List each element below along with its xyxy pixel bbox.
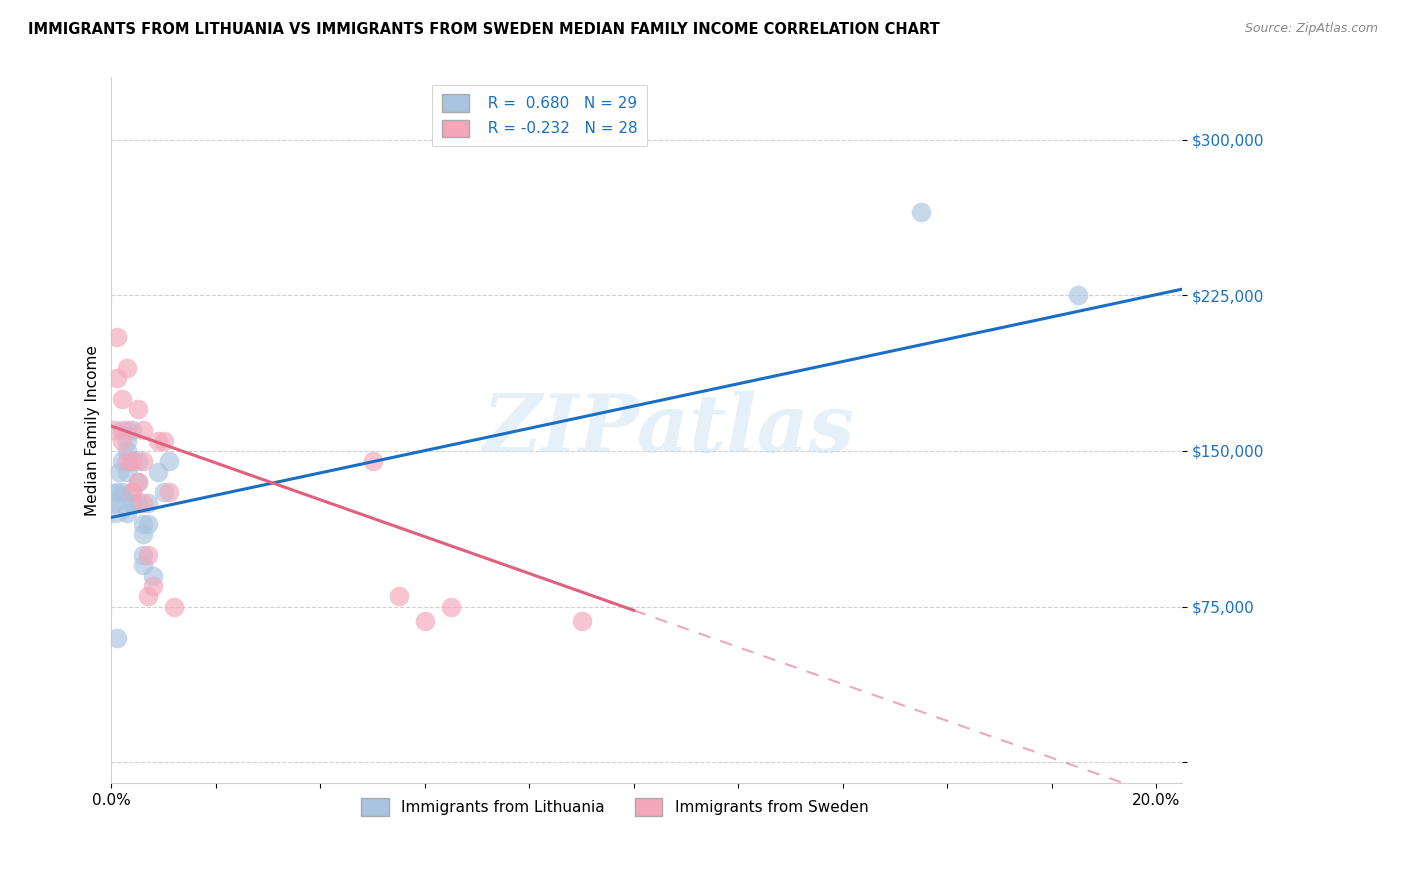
Point: [571, 614, 593, 628]
Point: [163, 599, 186, 614]
Point: [121, 454, 143, 468]
Point: [115, 454, 138, 468]
Point: [142, 568, 165, 582]
Point: [115, 423, 138, 437]
Text: IMMIGRANTS FROM LITHUANIA VS IMMIGRANTS FROM SWEDEN MEDIAN FAMILY INCOME CORRELA: IMMIGRANTS FROM LITHUANIA VS IMMIGRANTS …: [28, 22, 939, 37]
Point: [103, 496, 125, 510]
Point: [388, 589, 411, 603]
Text: ZIPatlas: ZIPatlas: [482, 392, 855, 469]
Point: [136, 496, 159, 510]
Point: [910, 205, 932, 219]
Point: [127, 454, 149, 468]
Point: [132, 516, 155, 531]
Point: [361, 454, 384, 468]
Legend: Immigrants from Lithuania, Immigrants from Sweden: Immigrants from Lithuania, Immigrants fr…: [352, 789, 877, 825]
Point: [115, 361, 138, 376]
Point: [127, 402, 149, 417]
Point: [148, 434, 170, 448]
Point: [127, 475, 149, 489]
Point: [142, 579, 165, 593]
Point: [440, 599, 463, 614]
Point: [127, 496, 149, 510]
Point: [111, 454, 134, 468]
Point: [413, 614, 436, 628]
Point: [152, 485, 174, 500]
Point: [121, 485, 143, 500]
Point: [157, 454, 180, 468]
Point: [121, 485, 143, 500]
Point: [136, 548, 159, 562]
Point: [105, 631, 128, 645]
Point: [105, 371, 128, 385]
Point: [105, 485, 128, 500]
Point: [132, 527, 155, 541]
Point: [132, 548, 155, 562]
Point: [121, 454, 143, 468]
Y-axis label: Median Family Income: Median Family Income: [86, 345, 100, 516]
Point: [127, 475, 149, 489]
Point: [111, 392, 134, 406]
Point: [108, 465, 131, 479]
Point: [132, 454, 155, 468]
Point: [121, 496, 143, 510]
Point: [148, 465, 170, 479]
Point: [152, 434, 174, 448]
Point: [136, 589, 159, 603]
Point: [132, 558, 155, 573]
Text: Source: ZipAtlas.com: Source: ZipAtlas.com: [1244, 22, 1378, 36]
Point: [132, 496, 155, 510]
Point: [136, 516, 159, 531]
Point: [121, 423, 143, 437]
Point: [103, 496, 125, 510]
Point: [115, 465, 138, 479]
Point: [111, 485, 134, 500]
Point: [115, 434, 138, 448]
Point: [1067, 288, 1090, 302]
Point: [115, 444, 138, 458]
Point: [111, 434, 134, 448]
Point: [103, 423, 125, 437]
Point: [111, 423, 134, 437]
Point: [115, 506, 138, 520]
Point: [157, 485, 180, 500]
Point: [132, 423, 155, 437]
Point: [105, 330, 128, 344]
